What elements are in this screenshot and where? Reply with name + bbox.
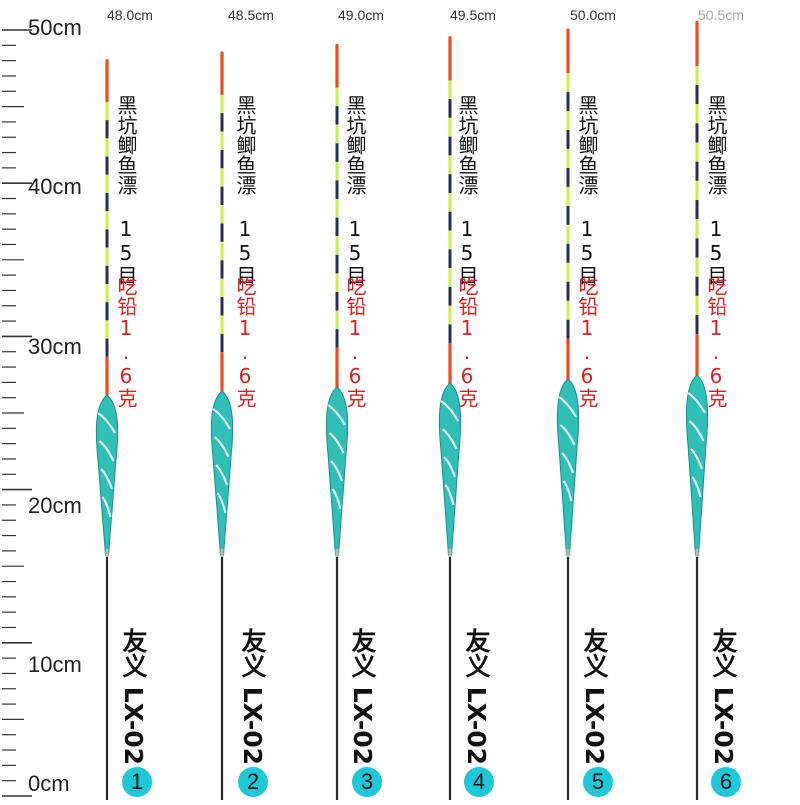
float-number-badge: 6 — [711, 767, 741, 797]
float-eye: 15目 — [575, 217, 599, 285]
float-eye: 15目 — [343, 217, 367, 285]
float-name: 黑坑鲫鱼漂 — [704, 95, 728, 195]
ruler-label-20: 20cm — [28, 493, 82, 518]
float-5: 50.0cm 黑坑鲫鱼漂 15目 吃铅1.6克 友义 LX-02 5 — [508, 0, 628, 800]
float-name: 黑坑鲫鱼漂 — [455, 95, 479, 195]
float-body-stripe — [561, 452, 575, 474]
float-body-stripe — [687, 392, 706, 414]
length-label: 48.0cm — [107, 7, 153, 23]
float-lead: 吃铅1.6克 — [704, 276, 728, 408]
float-lead: 吃铅1.6克 — [114, 276, 138, 408]
length-label: 49.0cm — [338, 7, 384, 23]
float-6: 50.5cm 黑坑鲫鱼漂 15目 吃铅1.6克 友义 LX-02 6 — [637, 0, 757, 800]
float-model: 友义 LX-02 — [462, 628, 491, 766]
length-label: 49.5cm — [450, 7, 496, 23]
float-eye: 15目 — [233, 217, 257, 285]
float-model: 友义 LX-02 — [348, 628, 377, 766]
float-body-stripe — [330, 460, 344, 482]
float-body-stripe — [101, 496, 112, 518]
ruler-label-30: 30cm — [28, 334, 82, 359]
float-1: 48.0cm 黑坑鲫鱼漂 15目 吃铅1.6克 友义 LX-02 1 — [47, 0, 167, 800]
float-body-stripe — [216, 492, 227, 514]
float-model: 友义 LX-02 — [580, 628, 609, 766]
float-drawing — [685, 20, 709, 800]
ruler-label-0: 0cm — [28, 771, 70, 796]
float-3: 49.0cm 黑坑鲫鱼漂 15目 吃铅1.6克 友义 LX-02 3 — [277, 0, 397, 800]
float-eye: 15目 — [704, 217, 728, 285]
float-body — [95, 394, 119, 556]
float-number-badge: 3 — [352, 767, 382, 797]
float-model: 友义 LX-02 — [119, 628, 148, 766]
length-label: 50.0cm — [570, 7, 616, 23]
float-body-stripe — [213, 436, 230, 458]
float-lead: 吃铅1.6克 — [575, 276, 599, 408]
float-body-stripe — [328, 432, 345, 454]
float-number-badge: 4 — [464, 767, 494, 797]
float-drawing — [95, 59, 119, 800]
float-body-stripe — [562, 480, 573, 502]
float-lead: 吃铅1.6克 — [455, 276, 479, 408]
float-body-stripe — [441, 428, 458, 450]
float-drawing — [438, 36, 462, 800]
float-body-stripe — [688, 420, 705, 442]
float-body-stripe — [100, 468, 114, 490]
ruler: 50cm 40cm 30cm 20cm 10cm 0cm — [0, 0, 110, 800]
float-number-badge: 2 — [238, 767, 268, 797]
float-2: 48.5cm 黑坑鲫鱼漂 15目 吃铅1.6克 友义 LX-02 2 — [162, 0, 282, 800]
float-body-stripe — [443, 456, 457, 478]
float-body-stripe — [331, 488, 342, 510]
length-label: 50.5cm — [698, 7, 744, 23]
float-model: 友义 LX-02 — [238, 628, 267, 766]
float-body-stripe — [212, 408, 231, 430]
float-4: 49.5cm 黑坑鲫鱼漂 15目 吃铅1.6克 友义 LX-02 4 — [390, 0, 510, 800]
float-lead: 吃铅1.6克 — [343, 276, 367, 408]
float-body-stripe — [691, 476, 702, 498]
float-drawing — [325, 43, 349, 800]
float-eye: 15目 — [114, 217, 138, 285]
ruler-scale — [2, 29, 32, 797]
ruler-label-50: 50cm — [28, 15, 82, 40]
float-number-badge: 5 — [583, 767, 613, 797]
float-body-stripe — [558, 396, 577, 418]
float-name: 黑坑鲫鱼漂 — [233, 95, 257, 195]
float-drawing — [556, 28, 580, 800]
float-body-stripe — [97, 412, 116, 434]
ruler-label-40: 40cm — [28, 174, 82, 199]
float-name: 黑坑鲫鱼漂 — [575, 95, 599, 195]
float-number-badge: 1 — [122, 767, 152, 797]
float-body-stripe — [215, 464, 229, 486]
float-body-stripe — [444, 484, 455, 506]
length-label: 48.5cm — [228, 7, 274, 23]
float-name: 黑坑鲫鱼漂 — [343, 95, 367, 195]
float-eye: 15目 — [455, 217, 479, 285]
float-body-stripe — [98, 440, 115, 462]
float-body-stripe — [690, 448, 704, 470]
float-model: 友义 LX-02 — [709, 628, 738, 766]
float-drawing — [210, 51, 234, 800]
float-body-stripe — [440, 400, 459, 422]
float-body-stripe — [559, 424, 576, 446]
ruler-label-10: 10cm — [28, 652, 82, 677]
float-body-stripe — [327, 404, 346, 426]
float-name: 黑坑鲫鱼漂 — [114, 95, 138, 195]
float-lead: 吃铅1.6克 — [233, 276, 257, 408]
